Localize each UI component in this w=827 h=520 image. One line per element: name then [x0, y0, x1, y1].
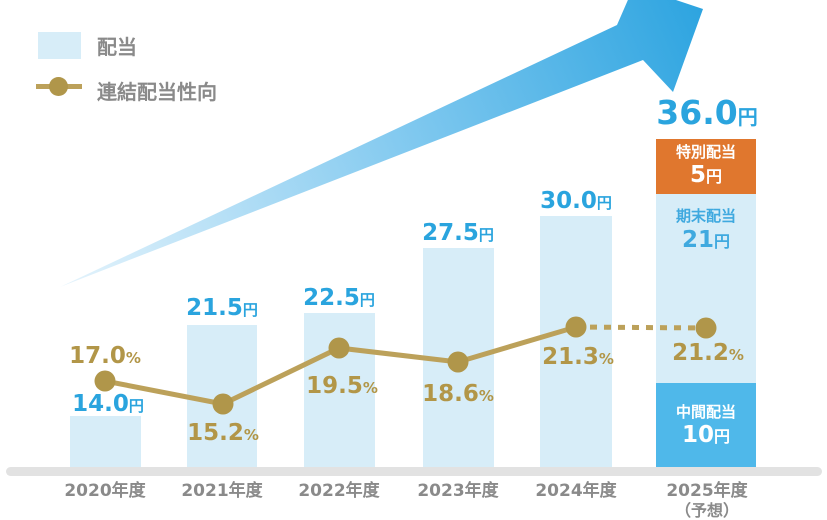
- payout-ratio-2025-unit: %: [728, 346, 744, 364]
- segment-interim-amount: 10円: [682, 422, 730, 450]
- dividend-value-2022-number: 22.5: [303, 285, 360, 311]
- payout-ratio-2022-number: 19.5: [306, 373, 363, 399]
- legend-line-dot-icon: [49, 77, 68, 96]
- year-label-2024: 2024年度: [535, 481, 617, 501]
- year-label-2025: 2025年度 （予想）: [637, 481, 777, 520]
- year-label-2025-text: 2025年度: [666, 481, 748, 501]
- year-label-2021: 2021年度: [181, 481, 263, 501]
- bar-2025-stacked: 特別配当 5円 期末配当 21円 中間配当 10円: [656, 139, 756, 470]
- ratio-point-2021: [212, 393, 234, 415]
- segment-special-amount-number: 5: [689, 162, 706, 189]
- payout-ratio-2022: 19.5%: [272, 375, 412, 398]
- dividend-value-2020-unit: 円: [128, 397, 144, 415]
- payout-ratio-2022-unit: %: [362, 379, 378, 397]
- dividend-value-2023: 27.5円: [388, 222, 528, 245]
- bar-2020: [70, 416, 141, 470]
- dividend-value-2021-unit: 円: [242, 301, 258, 319]
- payout-ratio-2024-unit: %: [598, 350, 614, 368]
- payout-ratio-2025-number: 21.2: [672, 340, 729, 366]
- year-label-2023: 2023年度: [417, 481, 499, 501]
- dividend-value-2025-unit: 円: [737, 105, 758, 129]
- year-label-2020: 2020年度: [64, 481, 146, 501]
- segment-yearend-dividend: 期末配当 21円: [656, 194, 756, 383]
- payout-ratio-2023-unit: %: [478, 387, 494, 405]
- segment-special-amount-unit: 円: [706, 167, 723, 187]
- payout-ratio-2023: 18.6%: [388, 383, 528, 406]
- payout-ratio-2020: 17.0%: [35, 345, 175, 368]
- x-axis-baseline: [6, 467, 822, 476]
- legend-line-label: 連結配当性向: [97, 80, 217, 104]
- dividend-value-2023-unit: 円: [478, 226, 494, 244]
- dividend-value-2022-unit: 円: [359, 291, 375, 309]
- segment-special-dividend: 特別配当 5円: [656, 139, 756, 194]
- year-label-2022: 2022年度: [298, 481, 380, 501]
- ratio-point-2025: [695, 317, 717, 339]
- dividend-value-2020-number: 14.0: [72, 391, 129, 417]
- growth-arrow-shape: [60, 0, 703, 287]
- dividend-value-2020: 14.0円: [38, 393, 178, 416]
- segment-interim-dividend: 中間配当 10円: [656, 383, 756, 470]
- payout-ratio-2025: 21.2%: [638, 342, 778, 365]
- dividend-value-2024: 30.0円: [506, 190, 646, 213]
- segment-yearend-amount-number: 21: [681, 226, 714, 253]
- dividend-value-2025-number: 36.0: [656, 93, 738, 132]
- payout-ratio-2024: 21.3%: [508, 346, 648, 369]
- dividend-value-2023-number: 27.5: [422, 220, 479, 246]
- dividend-value-2024-number: 30.0: [540, 188, 597, 214]
- bar-2024: [540, 216, 612, 470]
- legend-bar-label: 配当: [97, 35, 137, 59]
- payout-ratio-2021-unit: %: [243, 426, 259, 444]
- ratio-point-2022: [328, 337, 350, 359]
- ratio-point-2023: [447, 351, 469, 373]
- dividend-value-2021: 21.5円: [152, 297, 292, 320]
- segment-yearend-amount-unit: 円: [714, 231, 731, 251]
- segment-yearend-label: 期末配当: [675, 207, 736, 225]
- payout-ratio-2024-number: 21.3: [542, 344, 599, 370]
- year-label-2025-forecast-note: （予想）: [674, 500, 739, 520]
- dividend-value-2022: 22.5円: [269, 287, 409, 310]
- dividend-value-2021-number: 21.5: [186, 295, 243, 321]
- segment-yearend-amount: 21円: [682, 227, 730, 255]
- payout-ratio-2020-unit: %: [125, 349, 141, 367]
- payout-ratio-2020-number: 17.0: [69, 343, 126, 369]
- legend-bar-swatch: [38, 32, 81, 59]
- segment-special-amount: 5円: [690, 162, 722, 190]
- payout-ratio-2021-number: 15.2: [187, 420, 244, 446]
- payout-ratio-forecast-dashed-line: [575, 324, 707, 331]
- dividend-value-2025: 36.0円: [627, 96, 787, 129]
- dividend-value-2024-unit: 円: [596, 194, 612, 212]
- payout-ratio-2023-number: 18.6: [422, 381, 479, 407]
- segment-special-label: 特別配当: [675, 142, 736, 161]
- segment-interim-label: 中間配当: [675, 402, 736, 421]
- payout-ratio-2021: 15.2%: [153, 422, 293, 445]
- segment-interim-amount-number: 10: [681, 422, 714, 449]
- ratio-point-2020: [94, 370, 116, 392]
- segment-interim-amount-unit: 円: [714, 427, 731, 447]
- ratio-point-2024: [565, 316, 587, 338]
